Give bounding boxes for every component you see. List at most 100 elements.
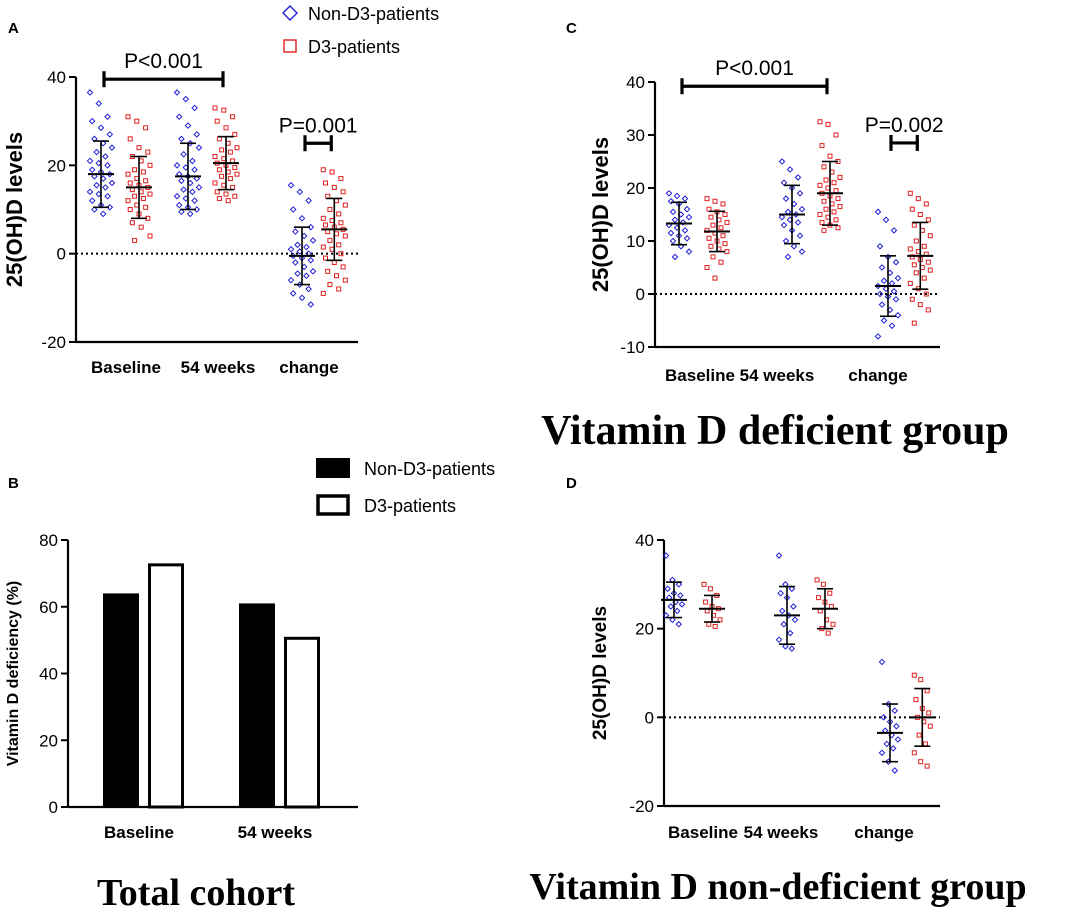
data-point-square — [918, 677, 924, 683]
data-point-square — [707, 586, 713, 592]
y-tick-label: 80 — [39, 531, 58, 550]
y-tick-label: 0 — [49, 798, 58, 817]
x-category-label: 54 weeks — [181, 358, 256, 377]
data-point-diamond — [294, 270, 301, 277]
data-point-square — [917, 302, 923, 308]
data-point-diamond — [775, 552, 783, 559]
data-point-square — [336, 211, 342, 217]
data-point-square — [132, 193, 138, 199]
data-point-square — [327, 207, 333, 212]
data-point-diamond — [195, 184, 203, 191]
data-point-square — [340, 189, 346, 195]
data-point-square — [712, 623, 718, 629]
data-point-diamond — [193, 175, 201, 182]
data-point-square — [817, 212, 823, 217]
data-point-square — [913, 697, 919, 703]
data-point-square — [924, 688, 930, 694]
data-point-diamond — [104, 113, 111, 121]
data-point-square — [823, 177, 829, 183]
group-title-deficient: Vitamin D deficient group — [541, 408, 1009, 454]
y-tick-label: -10 — [620, 338, 645, 357]
data-point-diamond — [173, 192, 181, 200]
bar-non-d3 — [103, 593, 139, 807]
data-point-square — [927, 723, 933, 729]
data-point-diamond — [298, 294, 306, 302]
data-point-square — [338, 220, 344, 226]
x-category-label: change — [279, 358, 339, 377]
significance-label: P=0.002 — [865, 114, 944, 137]
data-point-square — [833, 188, 839, 194]
data-point-diamond — [296, 188, 304, 196]
data-point-square — [911, 262, 917, 268]
data-point-diamond — [798, 205, 806, 213]
data-point-diamond — [681, 227, 689, 234]
panel-label-d: D — [566, 475, 577, 492]
data-point-diamond — [289, 290, 297, 297]
group-title-total: Total cohort — [97, 872, 295, 914]
data-point-diamond — [891, 707, 899, 714]
data-point-square — [913, 270, 919, 276]
data-point-square — [219, 173, 225, 179]
data-point-square — [926, 710, 932, 716]
y-tick-label: 0 — [57, 245, 66, 264]
data-point-square — [331, 260, 337, 265]
data-point-square — [717, 617, 723, 623]
chart-b: 0 20 40 60 80 Vitamin D deficiency (%) Baselin… — [5, 531, 358, 842]
data-point-square — [320, 244, 326, 250]
data-point-diamond — [180, 186, 187, 193]
significance-label: P<0.001 — [124, 50, 203, 73]
data-point-diamond — [794, 174, 802, 181]
y-tick-label: -20 — [629, 797, 654, 816]
data-point-square — [923, 201, 929, 207]
data-point-square — [821, 198, 827, 204]
data-point-diamond — [294, 241, 301, 249]
data-point-square — [924, 763, 930, 769]
data-point-square — [911, 672, 917, 678]
data-point-square — [927, 233, 933, 239]
data-point-diamond — [780, 221, 788, 229]
y-tick-label: 40 — [635, 531, 654, 550]
data-point-square — [923, 291, 929, 297]
data-point-diamond — [287, 276, 295, 284]
data-point-diamond — [180, 150, 187, 158]
data-point-square — [706, 235, 712, 241]
x-category-label: change — [848, 366, 908, 385]
data-point-square — [219, 147, 225, 153]
data-point-diamond — [794, 219, 802, 226]
data-point-square — [125, 198, 131, 204]
data-point-square — [703, 599, 709, 605]
data-point-diamond — [778, 158, 786, 165]
data-point-diamond — [677, 592, 684, 599]
data-point-diamond — [86, 157, 94, 165]
data-point-diamond — [673, 192, 681, 200]
data-point-diamond — [780, 620, 788, 628]
data-point-square — [823, 206, 829, 212]
data-point-diamond — [880, 277, 888, 285]
data-point-diamond — [298, 215, 306, 222]
data-point-diamond — [95, 100, 103, 107]
data-point-square — [320, 290, 326, 296]
data-point-square — [143, 204, 149, 210]
data-point-diamond — [191, 166, 198, 174]
panel-label-b: B — [8, 475, 19, 492]
data-point-diamond — [189, 188, 196, 196]
legend-label-non-d3: Non-D3-patients — [308, 4, 439, 24]
legend-hollow-swatch — [316, 494, 350, 516]
data-point-square — [831, 180, 837, 186]
legend-label-d3-bar: D3-patients — [364, 496, 456, 516]
y-tick-label: 10 — [626, 232, 645, 251]
data-point-diamond — [893, 722, 900, 730]
data-point-square — [907, 246, 913, 252]
data-point-diamond — [780, 179, 788, 187]
data-point-square — [712, 198, 718, 204]
data-point-diamond — [784, 253, 792, 261]
data-point-square — [136, 145, 142, 151]
data-point-square — [147, 191, 153, 197]
data-point-diamond — [97, 124, 105, 132]
data-point-square — [831, 209, 837, 215]
data-point-square — [232, 193, 238, 199]
data-point-diamond — [669, 237, 677, 245]
chart-d: -20 0 20 40 25(OH)D levels Baseline 54 weeks ch… — [590, 531, 940, 842]
data-point-square — [342, 277, 348, 283]
data-point-diamond — [191, 197, 198, 204]
